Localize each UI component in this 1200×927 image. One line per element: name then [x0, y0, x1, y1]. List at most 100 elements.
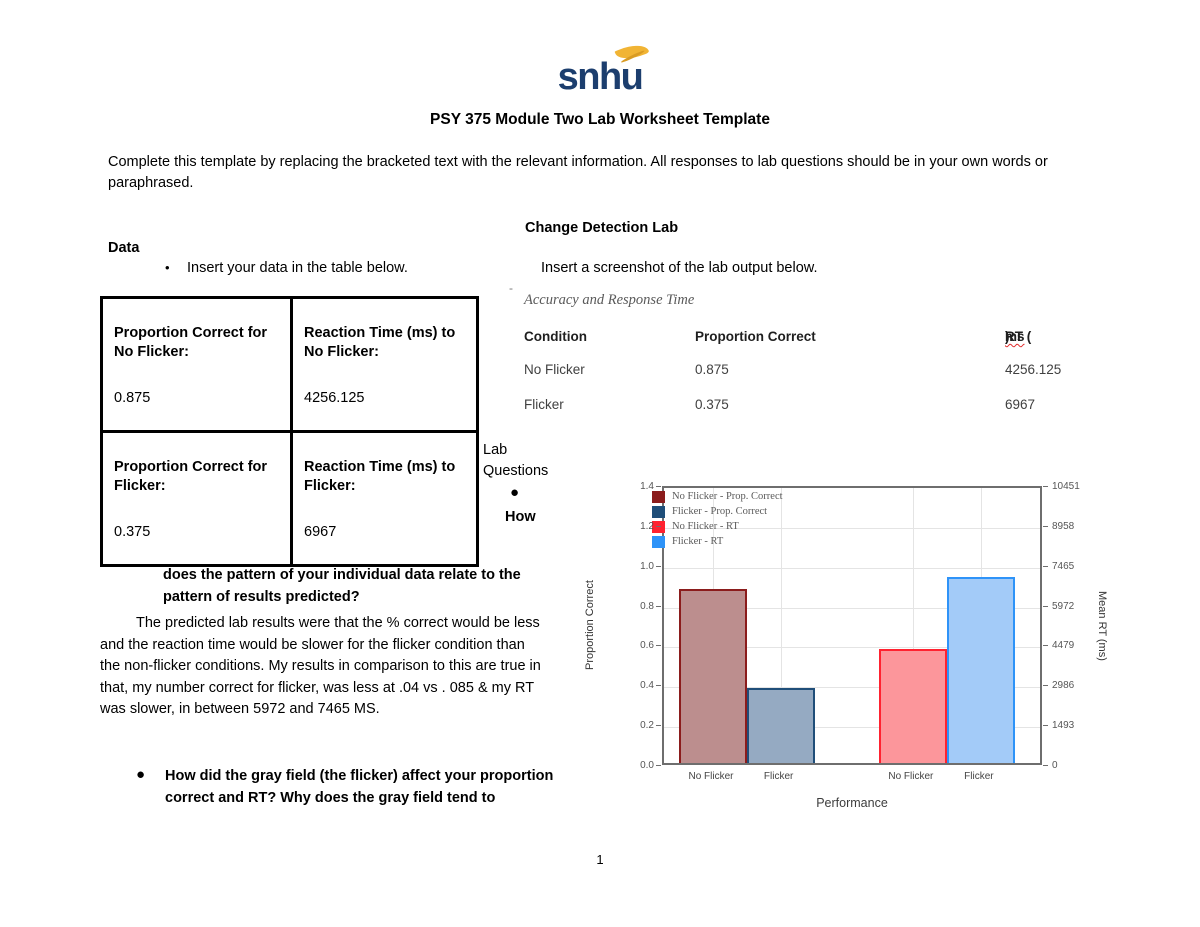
right-axis-tick-mark: [1043, 605, 1048, 607]
rt-label-suffix: ): [1005, 329, 1010, 344]
intro-paragraph: Complete this template by replacing the …: [108, 154, 1048, 191]
bar-no-flicker-prop: [679, 588, 748, 763]
data-bullet-line: • Insert your data in the table below.: [165, 260, 408, 276]
left-axis-tick-mark: [656, 605, 661, 607]
change-detection-heading: Change Detection Lab: [525, 220, 679, 236]
left-axis-tick-mark: [656, 685, 661, 687]
row-rt: 4256.125: [1005, 362, 1062, 377]
gridline-horizontal: [664, 607, 1040, 609]
gridline-vertical: [780, 488, 782, 763]
legend-item: No Flicker - Prop. Correct: [652, 489, 783, 504]
legend-swatch-icon: [652, 505, 665, 518]
left-axis-tick-label: 0.2: [640, 720, 654, 732]
chart-plot-area: [662, 486, 1042, 765]
question2-text: How did the gray field (the flicker) aff…: [165, 768, 554, 806]
column-header-proportion: Proportion Correct: [695, 329, 816, 344]
right-axis-tick-label: 5972: [1052, 600, 1075, 612]
lab-questions-heading: Lab Questions: [483, 442, 549, 479]
table-cell-rt-flicker: Reaction Time (ms) to Flicker: 6967: [290, 430, 479, 567]
cell-value: 0.375: [114, 524, 151, 540]
right-axis-tick-label: 2986: [1052, 680, 1075, 692]
question-bullet-icon: ●: [510, 484, 520, 501]
gridline-horizontal: [664, 567, 1040, 569]
legend-label: Flicker - Prop. Correct: [672, 506, 768, 517]
table-cell-rt-no-flicker: Reaction Time (ms) to No Flicker: 4256.1…: [290, 296, 479, 433]
left-axis-tick-mark: [656, 645, 661, 647]
bar-flicker-prop: [746, 688, 815, 763]
x-axis-category-label: Flicker: [964, 771, 994, 782]
right-axis-tick-label: 10451: [1052, 481, 1080, 492]
cell-label: Reaction Time (ms) to Flicker:: [304, 459, 456, 494]
lab-output-caption: Accuracy and Response Time: [524, 292, 695, 308]
table-cell-prop-no-flicker: Proportion Correct for No Flicker: 0.875: [100, 296, 293, 433]
gridline-horizontal: [664, 527, 1040, 529]
right-axis-tick-mark: [1043, 565, 1048, 567]
left-axis-tick-label: 0.0: [640, 760, 654, 771]
chart-left-axis-label: Proportion Correct: [584, 580, 596, 671]
x-axis-category-label: No Flicker: [688, 771, 734, 782]
right-axis-tick-mark: [1043, 645, 1048, 647]
data-table: Proportion Correct for No Flicker: 0.875…: [100, 296, 479, 567]
cell-label: Reaction Time (ms) to No Flicker:: [304, 325, 456, 360]
cell-value: 4256.125: [304, 390, 365, 406]
table-row: Proportion Correct for Flicker: 0.375 Re…: [100, 430, 479, 567]
bar-flicker-rt: [946, 577, 1015, 763]
right-axis-tick-mark: [1043, 685, 1048, 687]
row-condition: Flicker: [524, 397, 564, 412]
answer1-paragraph: The predicted lab results were that the …: [100, 615, 541, 717]
screenshot-crop-mark: -: [509, 281, 513, 295]
chart: Proportion Correct Mean RT (ms) No Flick…: [580, 455, 1142, 833]
legend-item: Flicker - RT: [652, 534, 783, 549]
chart-right-axis-label: Mean RT (ms): [1096, 590, 1108, 661]
right-axis-tick-mark: [1043, 725, 1048, 727]
left-axis-tick-label: 0.8: [640, 600, 654, 612]
right-axis-tick-mark: [1043, 486, 1048, 487]
legend-label: No Flicker - RT: [672, 521, 739, 532]
snhu-logo: snhu: [558, 39, 650, 99]
data-section-heading: Data: [108, 240, 140, 256]
cell-value: 0.875: [114, 390, 151, 406]
page-number: 1: [596, 852, 604, 867]
left-axis-tick-mark: [656, 765, 661, 766]
right-axis-tick-label: 8958: [1052, 520, 1075, 532]
left-axis-tick-label: 1.4: [640, 481, 654, 492]
bar-no-flicker-rt: [878, 649, 947, 763]
x-axis-category-label: No Flicker: [888, 771, 934, 782]
right-axis-tick-label: 7465: [1052, 560, 1075, 572]
bullet-icon: •: [165, 260, 170, 275]
x-axis-category-label: Flicker: [763, 771, 794, 782]
left-axis-tick-mark: [656, 525, 661, 527]
left-axis-tick-mark: [656, 565, 661, 567]
legend-item: No Flicker - RT: [652, 519, 783, 534]
cell-label: Proportion Correct for No Flicker:: [114, 325, 268, 360]
legend-label: Flicker - RT: [672, 536, 724, 547]
data-bullet-text: Insert your data in the table below.: [187, 260, 408, 276]
chart-x-axis-title: Performance: [816, 796, 888, 810]
gridline-horizontal: [664, 647, 1040, 649]
row-rt: 6967: [1005, 397, 1036, 412]
right-axis-tick-label: 0: [1052, 760, 1058, 771]
legend-item: Flicker - Prop. Correct: [652, 504, 783, 519]
legend-swatch-icon: [652, 490, 665, 503]
row-proportion: 0.375: [695, 397, 729, 412]
gridline-horizontal: [664, 727, 1040, 729]
rt-label-prefix: RT (: [1005, 329, 1032, 344]
left-axis-tick-label: 1.2: [640, 520, 654, 532]
legend-label: No Flicker - Prop. Correct: [672, 491, 783, 502]
left-axis-tick-label: 0.6: [640, 640, 654, 652]
page-title: PSY 375 Module Two Lab Worksheet Templat…: [430, 111, 770, 128]
cell-label: Proportion Correct for Flicker:: [114, 459, 268, 494]
right-axis-tick-label: 1493: [1052, 720, 1075, 732]
chart-legend: No Flicker - Prop. Correct Flicker - Prop…: [652, 489, 783, 549]
question1-start: How: [505, 509, 536, 525]
cell-value: 6967: [304, 524, 337, 540]
column-header-condition: Condition: [524, 329, 587, 344]
gridline-vertical: [912, 488, 914, 763]
gridline-horizontal: [664, 687, 1040, 689]
left-axis-tick-mark: [656, 486, 661, 487]
right-axis-tick-mark: [1043, 765, 1048, 766]
lab-output-instruction: Insert a screenshot of the lab output be…: [541, 260, 818, 276]
right-axis-tick-label: 4479: [1052, 640, 1075, 652]
row-proportion: 0.875: [695, 362, 729, 377]
rt-label-ms: ms: [1005, 329, 1025, 344]
